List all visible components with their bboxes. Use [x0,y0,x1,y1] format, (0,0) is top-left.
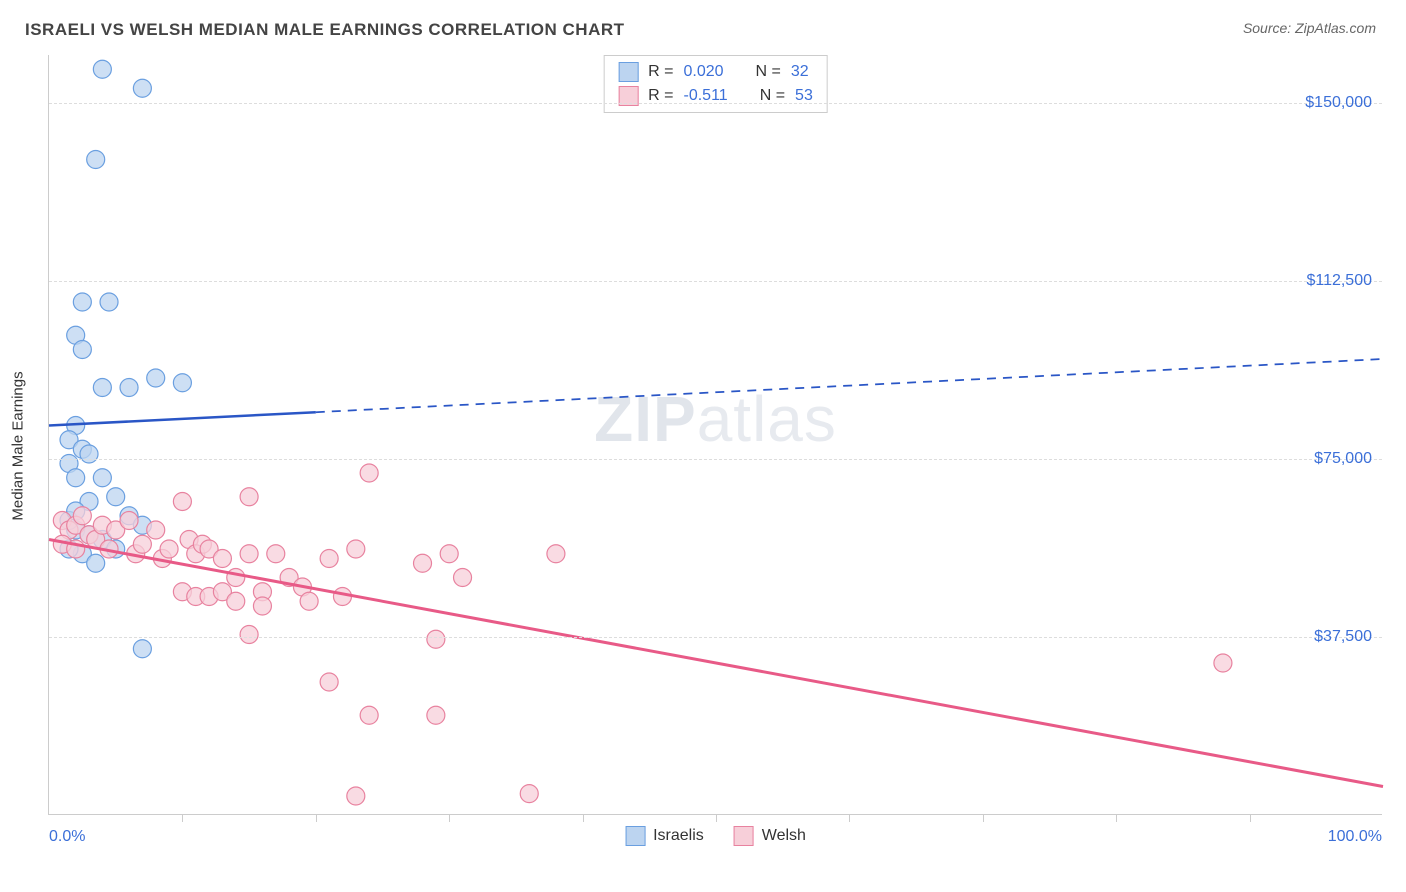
data-point [414,554,432,572]
scatter-svg [49,55,1382,814]
data-point [73,507,91,525]
legend-item: Israelis [625,826,704,846]
trend-line [49,540,1383,787]
data-point [73,293,91,311]
legend-label: Israelis [653,827,704,845]
x-tick [983,814,984,822]
data-point [100,293,118,311]
legend-swatch [625,826,645,846]
data-point [67,469,85,487]
x-tick [1250,814,1251,822]
data-point [80,445,98,463]
chart-title: ISRAELI VS WELSH MEDIAN MALE EARNINGS CO… [25,20,625,40]
data-point [440,545,458,563]
stat-n-value: 32 [791,63,809,81]
data-point [547,545,565,563]
data-point [107,488,125,506]
data-point [133,535,151,553]
data-point [147,369,165,387]
y-tick-label: $112,500 [1306,272,1372,290]
stat-r-value: 0.020 [684,63,724,81]
trend-line-dashed [316,359,1383,412]
data-point [240,545,258,563]
data-point [227,592,245,610]
data-point [240,488,258,506]
data-point [120,512,138,530]
y-tick-label: $150,000 [1305,94,1372,112]
data-point [87,554,105,572]
x-tick [1116,814,1117,822]
data-point [300,592,318,610]
trend-line [49,412,316,425]
x-tick [449,814,450,822]
data-point [267,545,285,563]
data-point [227,569,245,587]
data-point [213,550,231,568]
x-tick [182,814,183,822]
data-point [120,379,138,397]
data-point [454,569,472,587]
y-axis-label: Median Male Earnings [10,371,27,520]
data-point [133,640,151,658]
stat-n-label: N = [756,63,781,81]
x-tick [316,814,317,822]
x-tick [716,814,717,822]
data-point [360,706,378,724]
x-axis-min-label: 0.0% [49,828,85,846]
x-tick [849,814,850,822]
data-point [360,464,378,482]
legend-swatch [734,826,754,846]
x-axis-max-label: 100.0% [1328,828,1382,846]
legend-swatch [618,62,638,82]
grid-line [49,637,1382,638]
data-point [347,787,365,805]
series-legend: Israelis Welsh [625,826,806,846]
data-point [93,60,111,78]
data-point [520,785,538,803]
data-point [240,626,258,644]
data-point [173,374,191,392]
data-point [87,151,105,169]
y-tick-label: $75,000 [1314,450,1372,468]
data-point [347,540,365,558]
data-point [320,673,338,691]
data-point [160,540,178,558]
stats-row: R = 0.020 N = 32 [604,60,827,84]
data-point [173,493,191,511]
data-point [93,469,111,487]
x-tick [583,814,584,822]
data-point [320,550,338,568]
legend-label: Welsh [762,827,806,845]
grid-line [49,281,1382,282]
source-link[interactable]: Source: ZipAtlas.com [1243,20,1376,36]
legend-item: Welsh [734,826,806,846]
data-point [427,706,445,724]
y-tick-label: $37,500 [1314,628,1372,646]
grid-line [49,459,1382,460]
data-point [73,341,91,359]
stat-r-label: R = [648,63,673,81]
data-point [253,597,271,615]
grid-line [49,103,1382,104]
data-point [133,79,151,97]
data-point [427,630,445,648]
data-point [1214,654,1232,672]
data-point [93,379,111,397]
stats-row: R = -0.511N = 53 [604,84,827,108]
data-point [147,521,165,539]
chart-plot-area: ZIPatlas R = 0.020N = 32R = -0.511N = 53… [48,55,1382,815]
stats-legend: R = 0.020 N = 32 R = -0.511N = 53 [603,55,828,113]
